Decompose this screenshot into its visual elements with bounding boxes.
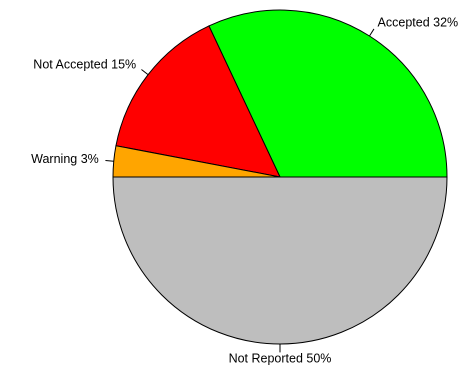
leader-line-1 (369, 28, 375, 37)
slice-label-3: Warning 3% (31, 152, 99, 166)
pie-slice-2 (115, 25, 281, 178)
leader-line-3 (105, 160, 114, 162)
pie-slices (112, 9, 448, 345)
pie-slice-4 (112, 176, 448, 345)
leader-line-2 (141, 69, 149, 76)
slice-label-4: Not Reported 50% (229, 351, 332, 365)
slice-label-2: Not Accepted 15% (33, 58, 136, 72)
slice-label-1: Accepted 32% (378, 16, 459, 30)
label-leaders (105, 28, 375, 353)
pie-slice-1 (208, 9, 448, 178)
slice-labels: Accepted 32% Not Accepted 15% Warning 3% No… (31, 16, 458, 366)
